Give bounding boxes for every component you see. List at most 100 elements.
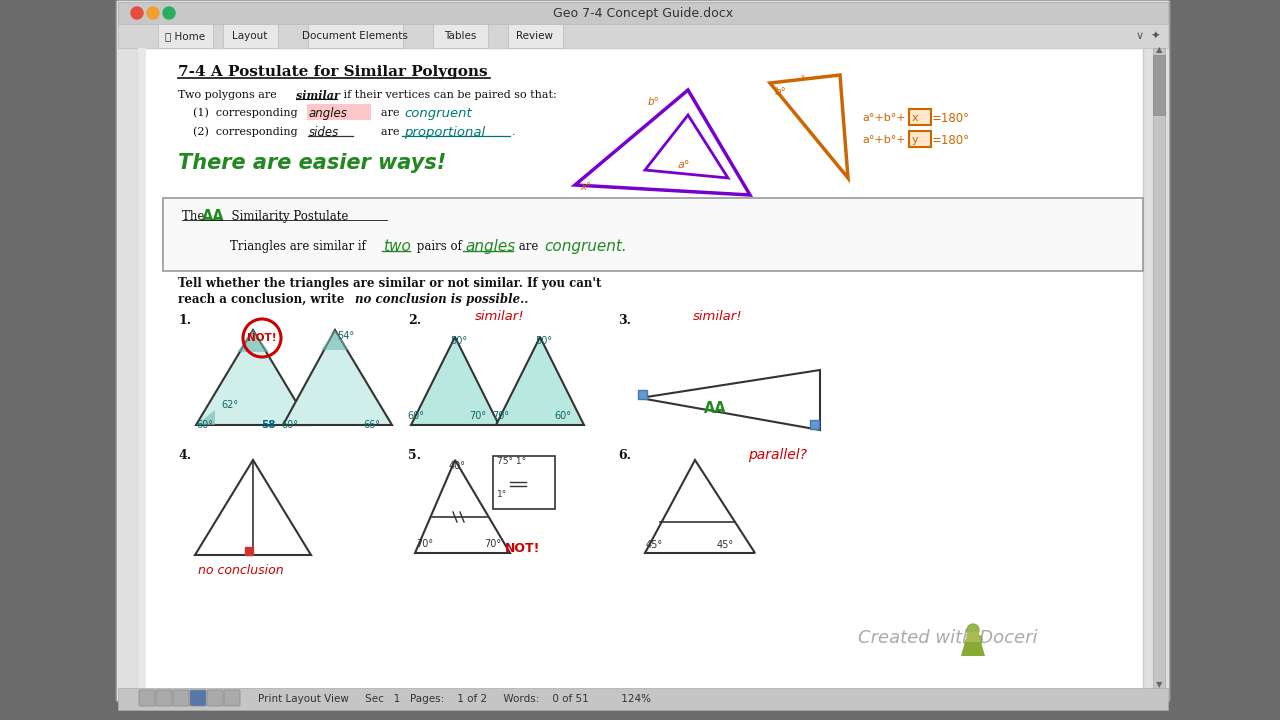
FancyBboxPatch shape [244, 547, 253, 555]
FancyBboxPatch shape [118, 2, 1167, 24]
Text: There are easier ways!: There are easier ways! [178, 153, 447, 173]
Text: 5.: 5. [408, 449, 421, 462]
Text: =180°: =180° [932, 112, 970, 125]
Text: Review: Review [517, 31, 553, 41]
Text: AA: AA [704, 400, 726, 415]
FancyBboxPatch shape [308, 24, 403, 48]
Text: =180°: =180° [932, 133, 970, 146]
Text: x°: x° [580, 182, 591, 192]
Text: 70°: 70° [416, 539, 433, 549]
Text: are: are [374, 108, 399, 118]
Text: b°: b° [774, 87, 787, 97]
FancyBboxPatch shape [138, 48, 1143, 690]
Text: NOT!: NOT! [506, 541, 540, 554]
Text: Geo 7-4 Concept Guide.docx: Geo 7-4 Concept Guide.docx [553, 6, 733, 19]
FancyBboxPatch shape [909, 131, 931, 147]
Text: angles: angles [465, 238, 516, 253]
FancyBboxPatch shape [1153, 55, 1165, 115]
Text: x: x [911, 113, 919, 123]
Text: no conclusion is possible..: no conclusion is possible.. [355, 292, 529, 305]
Text: Layout: Layout [232, 31, 268, 41]
Text: 1.: 1. [178, 313, 191, 326]
Text: congruent: congruent [404, 107, 472, 120]
Circle shape [972, 635, 982, 645]
FancyBboxPatch shape [163, 198, 1143, 271]
FancyBboxPatch shape [189, 690, 206, 706]
Text: 60°: 60° [282, 420, 298, 430]
Text: 45°: 45° [717, 540, 735, 550]
Text: °: ° [800, 75, 804, 84]
Text: 7-4 A Postulate for Similar Polygons: 7-4 A Postulate for Similar Polygons [178, 65, 488, 79]
FancyBboxPatch shape [433, 24, 488, 48]
Text: NOT!: NOT! [247, 333, 276, 343]
Text: 50°: 50° [451, 336, 467, 346]
Text: 66°: 66° [364, 420, 380, 430]
Text: The: The [182, 210, 209, 222]
Text: (2)  corresponding: (2) corresponding [193, 127, 298, 138]
Text: Two polygons are: Two polygons are [178, 90, 280, 100]
Text: ▲: ▲ [1156, 45, 1162, 55]
FancyBboxPatch shape [207, 690, 223, 706]
Text: 58: 58 [261, 420, 275, 430]
Text: .: . [512, 127, 516, 137]
Polygon shape [196, 410, 215, 425]
Text: 70°: 70° [484, 539, 502, 549]
Text: pairs of: pairs of [413, 240, 466, 253]
Polygon shape [965, 632, 980, 642]
Text: Print Layout View     Sec   1   Pages:    1 of 2     Words:    0 of 51          : Print Layout View Sec 1 Pages: 1 of 2 Wo… [259, 694, 652, 704]
Text: 70°: 70° [468, 411, 486, 421]
Text: no conclusion: no conclusion [198, 564, 284, 577]
Text: a°+b°+: a°+b°+ [861, 135, 906, 145]
FancyBboxPatch shape [909, 109, 931, 125]
Polygon shape [321, 330, 349, 350]
Text: 40°: 40° [449, 461, 466, 471]
Text: similar!: similar! [475, 310, 525, 323]
FancyBboxPatch shape [118, 24, 1167, 48]
Text: 🏠 Home: 🏠 Home [165, 31, 205, 41]
Text: Created with Doceri: Created with Doceri [858, 629, 1038, 647]
Text: are: are [374, 127, 399, 137]
Text: 70°: 70° [492, 411, 509, 421]
FancyBboxPatch shape [156, 690, 172, 706]
FancyBboxPatch shape [157, 24, 212, 48]
Text: y: y [911, 135, 919, 145]
Text: two: two [383, 238, 411, 253]
FancyBboxPatch shape [138, 48, 146, 690]
Text: ▼: ▼ [1156, 680, 1162, 690]
FancyBboxPatch shape [118, 688, 1167, 710]
Circle shape [131, 7, 143, 19]
Text: 2.: 2. [408, 313, 421, 326]
Text: if their vertices can be paired so that:: if their vertices can be paired so that: [340, 90, 557, 100]
FancyBboxPatch shape [1153, 48, 1165, 688]
Text: Tell whether the triangles are similar or not similar. If you can't: Tell whether the triangles are similar o… [178, 276, 602, 289]
Text: proportional: proportional [404, 125, 485, 138]
Text: 4.: 4. [178, 449, 191, 462]
Polygon shape [497, 337, 584, 425]
Text: 62°: 62° [221, 400, 238, 410]
FancyBboxPatch shape [637, 390, 646, 399]
Text: 1°: 1° [497, 490, 507, 499]
Text: are: are [515, 240, 543, 253]
Polygon shape [961, 642, 986, 656]
Text: 45°: 45° [646, 540, 663, 550]
Text: (1)  corresponding: (1) corresponding [193, 108, 298, 118]
Text: 6.: 6. [618, 449, 631, 462]
Text: Triangles are similar if: Triangles are similar if [230, 240, 370, 253]
Text: 54°: 54° [337, 331, 355, 341]
Text: reach a conclusion, write: reach a conclusion, write [178, 292, 348, 305]
Polygon shape [411, 337, 499, 425]
FancyBboxPatch shape [508, 24, 563, 48]
FancyBboxPatch shape [116, 0, 1170, 702]
Text: AA: AA [202, 209, 225, 223]
Polygon shape [283, 330, 392, 425]
Text: parallel?: parallel? [748, 448, 806, 462]
FancyBboxPatch shape [810, 420, 819, 429]
Text: angles: angles [308, 107, 348, 120]
FancyBboxPatch shape [224, 690, 241, 706]
Circle shape [965, 639, 973, 647]
FancyBboxPatch shape [307, 104, 371, 120]
Text: Tables: Tables [444, 31, 476, 41]
Text: 75° 1°: 75° 1° [497, 457, 526, 466]
Text: Document Elements: Document Elements [302, 31, 408, 41]
Text: similar!: similar! [694, 310, 742, 323]
